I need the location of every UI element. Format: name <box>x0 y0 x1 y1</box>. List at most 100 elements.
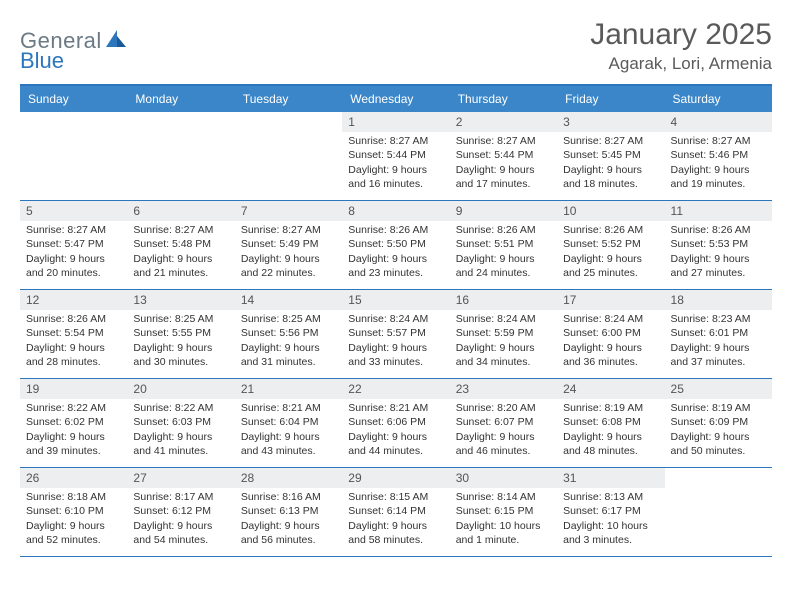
day-cell: 27Sunrise: 8:17 AMSunset: 6:12 PMDayligh… <box>127 468 234 556</box>
weekday-saturday: Saturday <box>665 86 772 112</box>
sunset-text: Sunset: 6:03 PM <box>133 415 228 429</box>
sunrise-text: Sunrise: 8:21 AM <box>348 401 443 415</box>
daylight-text-1: Daylight: 9 hours <box>241 519 336 533</box>
day-body: Sunrise: 8:15 AMSunset: 6:14 PMDaylight:… <box>342 490 449 551</box>
sunrise-text: Sunrise: 8:25 AM <box>133 312 228 326</box>
day-body: Sunrise: 8:14 AMSunset: 6:15 PMDaylight:… <box>450 490 557 551</box>
daylight-text-1: Daylight: 9 hours <box>563 163 658 177</box>
daylight-text-2: and 20 minutes. <box>26 266 121 280</box>
sunset-text: Sunset: 5:51 PM <box>456 237 551 251</box>
weekday-sunday: Sunday <box>20 86 127 112</box>
day-body: Sunrise: 8:27 AMSunset: 5:49 PMDaylight:… <box>235 223 342 284</box>
sunset-text: Sunset: 5:46 PM <box>671 148 766 162</box>
day-body: Sunrise: 8:25 AMSunset: 5:55 PMDaylight:… <box>127 312 234 373</box>
sunset-text: Sunset: 5:44 PM <box>348 148 443 162</box>
day-cell: 22Sunrise: 8:21 AMSunset: 6:06 PMDayligh… <box>342 379 449 467</box>
daylight-text-2: and 18 minutes. <box>563 177 658 191</box>
daylight-text-2: and 3 minutes. <box>563 533 658 547</box>
day-body: Sunrise: 8:22 AMSunset: 6:03 PMDaylight:… <box>127 401 234 462</box>
day-number: 10 <box>557 201 664 221</box>
daylight-text-1: Daylight: 9 hours <box>26 519 121 533</box>
sunset-text: Sunset: 5:55 PM <box>133 326 228 340</box>
sunrise-text: Sunrise: 8:27 AM <box>348 134 443 148</box>
sunrise-text: Sunrise: 8:26 AM <box>563 223 658 237</box>
day-cell: 17Sunrise: 8:24 AMSunset: 6:00 PMDayligh… <box>557 290 664 378</box>
day-body: Sunrise: 8:17 AMSunset: 6:12 PMDaylight:… <box>127 490 234 551</box>
sunrise-text: Sunrise: 8:26 AM <box>671 223 766 237</box>
daylight-text-2: and 19 minutes. <box>671 177 766 191</box>
day-cell: 19Sunrise: 8:22 AMSunset: 6:02 PMDayligh… <box>20 379 127 467</box>
day-number: 29 <box>342 468 449 488</box>
daylight-text-1: Daylight: 9 hours <box>348 341 443 355</box>
daylight-text-2: and 44 minutes. <box>348 444 443 458</box>
daylight-text-2: and 25 minutes. <box>563 266 658 280</box>
daylight-text-1: Daylight: 9 hours <box>671 163 766 177</box>
day-cell: 16Sunrise: 8:24 AMSunset: 5:59 PMDayligh… <box>450 290 557 378</box>
day-number: 1 <box>342 112 449 132</box>
day-number: 25 <box>665 379 772 399</box>
sunrise-text: Sunrise: 8:25 AM <box>241 312 336 326</box>
daylight-text-1: Daylight: 9 hours <box>133 430 228 444</box>
day-cell: 18Sunrise: 8:23 AMSunset: 6:01 PMDayligh… <box>665 290 772 378</box>
week-row: 19Sunrise: 8:22 AMSunset: 6:02 PMDayligh… <box>20 379 772 468</box>
day-body: Sunrise: 8:25 AMSunset: 5:56 PMDaylight:… <box>235 312 342 373</box>
daylight-text-2: and 54 minutes. <box>133 533 228 547</box>
daylight-text-2: and 39 minutes. <box>26 444 121 458</box>
calendar-grid: SundayMondayTuesdayWednesdayThursdayFrid… <box>20 84 772 557</box>
daylight-text-2: and 28 minutes. <box>26 355 121 369</box>
daylight-text-1: Daylight: 9 hours <box>456 163 551 177</box>
day-cell: 1Sunrise: 8:27 AMSunset: 5:44 PMDaylight… <box>342 112 449 200</box>
day-number: 23 <box>450 379 557 399</box>
day-cell: 6Sunrise: 8:27 AMSunset: 5:48 PMDaylight… <box>127 201 234 289</box>
daylight-text-2: and 48 minutes. <box>563 444 658 458</box>
day-number: 9 <box>450 201 557 221</box>
day-body: Sunrise: 8:26 AMSunset: 5:50 PMDaylight:… <box>342 223 449 284</box>
daylight-text-2: and 22 minutes. <box>241 266 336 280</box>
daylight-text-1: Daylight: 9 hours <box>26 430 121 444</box>
daylight-text-2: and 27 minutes. <box>671 266 766 280</box>
day-cell <box>20 112 127 200</box>
daylight-text-2: and 33 minutes. <box>348 355 443 369</box>
week-row: 12Sunrise: 8:26 AMSunset: 5:54 PMDayligh… <box>20 290 772 379</box>
location-text: Agarak, Lori, Armenia <box>590 54 772 74</box>
day-cell <box>127 112 234 200</box>
day-cell: 30Sunrise: 8:14 AMSunset: 6:15 PMDayligh… <box>450 468 557 556</box>
daylight-text-1: Daylight: 9 hours <box>671 341 766 355</box>
daylight-text-1: Daylight: 9 hours <box>241 252 336 266</box>
day-body: Sunrise: 8:21 AMSunset: 6:04 PMDaylight:… <box>235 401 342 462</box>
sunrise-text: Sunrise: 8:27 AM <box>26 223 121 237</box>
daylight-text-2: and 43 minutes. <box>241 444 336 458</box>
daylight-text-1: Daylight: 9 hours <box>563 341 658 355</box>
day-body: Sunrise: 8:26 AMSunset: 5:52 PMDaylight:… <box>557 223 664 284</box>
day-number: 15 <box>342 290 449 310</box>
weekday-monday: Monday <box>127 86 234 112</box>
day-cell <box>235 112 342 200</box>
daylight-text-2: and 21 minutes. <box>133 266 228 280</box>
daylight-text-1: Daylight: 9 hours <box>563 252 658 266</box>
weekday-wednesday: Wednesday <box>342 86 449 112</box>
day-number: 2 <box>450 112 557 132</box>
day-cell: 29Sunrise: 8:15 AMSunset: 6:14 PMDayligh… <box>342 468 449 556</box>
sunrise-text: Sunrise: 8:20 AM <box>456 401 551 415</box>
day-body: Sunrise: 8:27 AMSunset: 5:45 PMDaylight:… <box>557 134 664 195</box>
day-body: Sunrise: 8:21 AMSunset: 6:06 PMDaylight:… <box>342 401 449 462</box>
daylight-text-2: and 46 minutes. <box>456 444 551 458</box>
sunset-text: Sunset: 5:47 PM <box>26 237 121 251</box>
sunrise-text: Sunrise: 8:24 AM <box>348 312 443 326</box>
day-number: 16 <box>450 290 557 310</box>
weekday-header-row: SundayMondayTuesdayWednesdayThursdayFrid… <box>20 86 772 112</box>
day-number: 20 <box>127 379 234 399</box>
sunrise-text: Sunrise: 8:27 AM <box>133 223 228 237</box>
sunset-text: Sunset: 6:04 PM <box>241 415 336 429</box>
day-number: 14 <box>235 290 342 310</box>
title-block: January 2025 Agarak, Lori, Armenia <box>590 18 772 74</box>
daylight-text-1: Daylight: 9 hours <box>348 519 443 533</box>
daylight-text-2: and 30 minutes. <box>133 355 228 369</box>
daylight-text-1: Daylight: 9 hours <box>671 430 766 444</box>
day-number: 22 <box>342 379 449 399</box>
daylight-text-2: and 56 minutes. <box>241 533 336 547</box>
day-body: Sunrise: 8:19 AMSunset: 6:09 PMDaylight:… <box>665 401 772 462</box>
weekday-thursday: Thursday <box>450 86 557 112</box>
sunset-text: Sunset: 5:57 PM <box>348 326 443 340</box>
daylight-text-2: and 41 minutes. <box>133 444 228 458</box>
